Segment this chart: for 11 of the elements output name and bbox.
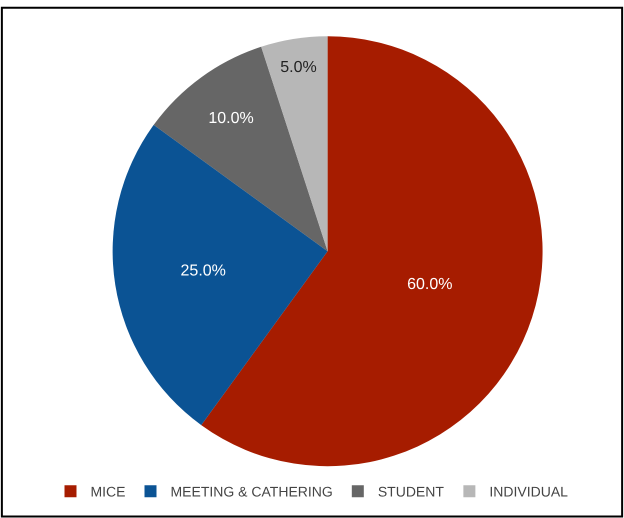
legend-label: MICE (90, 484, 126, 500)
pie-slice (261, 36, 328, 252)
data-label: 10.0% (208, 110, 254, 127)
data-label: 25.0% (180, 262, 226, 280)
pie-slice (154, 46, 328, 252)
data-label: 60.0% (407, 276, 453, 293)
data-label: 5.0% (280, 59, 317, 76)
pie-slice (112, 124, 328, 426)
legend-label: MEETING & CATHERING (170, 484, 333, 500)
legend-label: INDIVIDUAL (489, 484, 568, 500)
legend-label: STUDENT (378, 484, 444, 500)
